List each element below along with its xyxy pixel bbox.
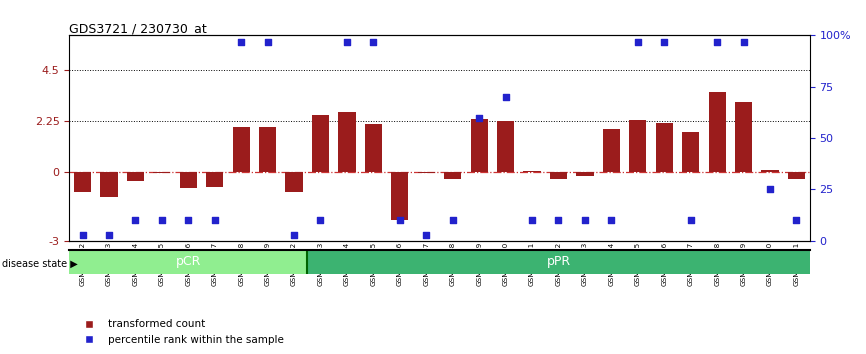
Bar bbox=[523, 171, 540, 172]
Point bbox=[499, 94, 513, 100]
Point bbox=[393, 217, 407, 223]
Bar bbox=[497, 121, 514, 172]
Point bbox=[75, 232, 89, 238]
Bar bbox=[708, 92, 726, 172]
Point bbox=[419, 232, 433, 238]
Point bbox=[155, 217, 169, 223]
Text: pPR: pPR bbox=[546, 256, 571, 268]
Point bbox=[525, 217, 539, 223]
Point bbox=[366, 39, 380, 44]
Bar bbox=[339, 112, 356, 172]
Point bbox=[552, 217, 565, 223]
Point bbox=[631, 39, 645, 44]
Bar bbox=[550, 172, 567, 179]
Point bbox=[578, 217, 591, 223]
Point bbox=[737, 39, 751, 44]
Bar bbox=[312, 115, 329, 172]
Bar bbox=[259, 127, 276, 172]
Point bbox=[710, 39, 724, 44]
Point bbox=[181, 217, 195, 223]
Text: GDS3721 / 230730_at: GDS3721 / 230730_at bbox=[69, 22, 207, 35]
Bar bbox=[470, 119, 488, 172]
Bar bbox=[126, 172, 144, 181]
Bar bbox=[206, 172, 223, 187]
Point bbox=[790, 217, 804, 223]
Point bbox=[208, 217, 222, 223]
Point bbox=[763, 187, 777, 192]
Legend: transformed count, percentile rank within the sample: transformed count, percentile rank withi… bbox=[74, 315, 288, 349]
Point bbox=[472, 115, 486, 120]
Point bbox=[261, 39, 275, 44]
Text: disease state ▶: disease state ▶ bbox=[2, 259, 77, 269]
Point bbox=[446, 217, 460, 223]
Bar bbox=[630, 120, 646, 172]
Bar bbox=[577, 172, 593, 176]
Bar bbox=[286, 172, 302, 192]
Bar bbox=[179, 172, 197, 188]
Bar bbox=[233, 127, 249, 172]
Text: pCR: pCR bbox=[176, 256, 201, 268]
Bar bbox=[69, 250, 307, 274]
Point bbox=[102, 232, 116, 238]
Bar bbox=[391, 172, 409, 220]
Bar bbox=[74, 172, 91, 192]
Point bbox=[657, 39, 671, 44]
Bar bbox=[307, 250, 810, 274]
Bar bbox=[735, 102, 753, 172]
Point bbox=[313, 217, 327, 223]
Bar bbox=[603, 129, 620, 172]
Bar bbox=[100, 172, 118, 198]
Point bbox=[288, 232, 301, 238]
Bar bbox=[761, 170, 779, 172]
Point bbox=[340, 39, 354, 44]
Bar bbox=[682, 132, 700, 172]
Bar bbox=[417, 172, 435, 173]
Bar bbox=[365, 124, 382, 172]
Point bbox=[128, 217, 142, 223]
Point bbox=[684, 217, 698, 223]
Bar bbox=[788, 172, 805, 179]
Bar bbox=[656, 123, 673, 172]
Point bbox=[604, 217, 618, 223]
Point bbox=[234, 39, 248, 44]
Bar bbox=[153, 172, 171, 173]
Bar bbox=[444, 172, 462, 179]
